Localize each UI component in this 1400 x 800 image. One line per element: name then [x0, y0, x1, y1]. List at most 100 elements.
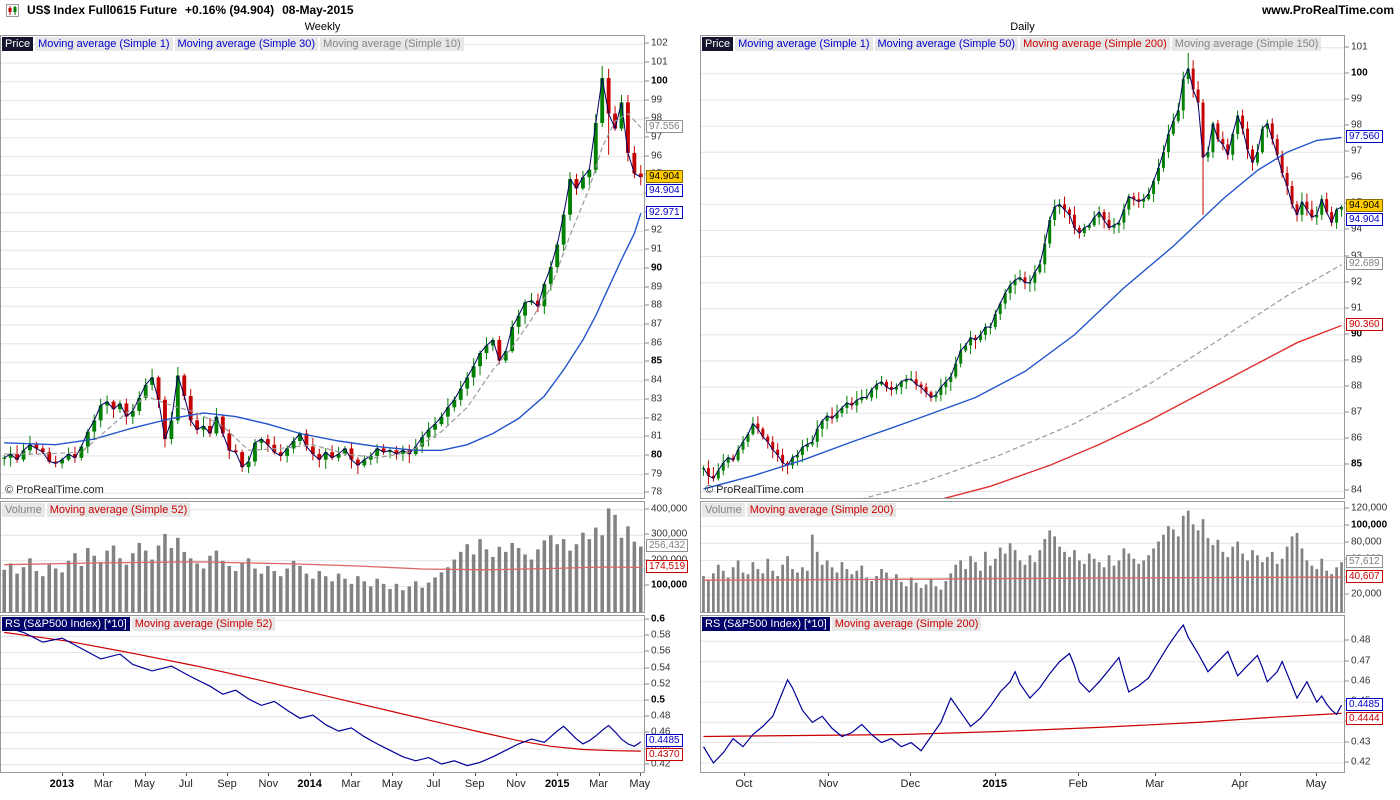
legend-price[interactable]: Price [2, 37, 34, 51]
x-tick-label: Oct [735, 778, 753, 790]
daily-price-plot[interactable] [701, 36, 1344, 498]
y-tick-label: 0.43 [1351, 736, 1371, 748]
y-tick-mark [645, 304, 649, 306]
y-tick-mark [645, 229, 649, 231]
y-tick-mark [645, 533, 649, 535]
y-tick-mark [645, 360, 649, 362]
y-tick-mark [645, 650, 649, 652]
y-tick-mark [1345, 489, 1349, 491]
weekly-rs-pane[interactable]: RS (S&P500 Index) [*10] Moving average (… [0, 615, 645, 773]
daily-price-pane[interactable]: Price Moving average (Simple 1) Moving a… [700, 35, 1345, 499]
legend-rs[interactable]: RS (S&P500 Index) [*10] [2, 617, 130, 631]
legend-ma-simple-1[interactable]: Moving average (Simple 1) [35, 37, 173, 51]
y-tick-mark [645, 618, 649, 620]
daily-volume-plot[interactable] [701, 502, 1344, 612]
weekly_rs-rs-ma-52 [4, 631, 641, 752]
y-tick-label: 100,000 [1351, 519, 1388, 531]
y-tick-mark [1345, 333, 1349, 335]
x-tick-label: May [629, 778, 651, 790]
weekly_rs-grid [1, 619, 644, 766]
y-tick-mark [1345, 72, 1349, 74]
x-tick-mark [268, 773, 270, 776]
y-tick-label: 97 [651, 131, 663, 143]
x-tick-mark [144, 773, 146, 776]
y-tick-label: 88 [1351, 380, 1363, 392]
weekly-price-pane[interactable]: Price Moving average (Simple 1) Moving a… [0, 35, 645, 499]
prorealtime-link[interactable]: www.ProRealTime.com [1261, 3, 1394, 17]
legend-rs-ma-52[interactable]: Moving average (Simple 52) [131, 617, 276, 631]
weekly-price-plot[interactable] [1, 36, 644, 498]
legend-ma-simple-50[interactable]: Moving average (Simple 50) [874, 37, 1019, 51]
x-tick-label: May [1305, 778, 1327, 790]
daily-rs-plot[interactable] [701, 616, 1344, 772]
y-tick-label: 88 [651, 299, 663, 311]
legend-price[interactable]: Price [702, 37, 734, 51]
y-tick-mark [1345, 437, 1349, 439]
legend-ma-simple-30[interactable]: Moving average (Simple 30) [174, 37, 319, 51]
y-tick-mark [645, 747, 649, 749]
y-tick-mark [645, 248, 649, 250]
x-tick-label: May [134, 778, 155, 790]
weekly-volume-yaxis[interactable]: 100,000 200,000 300,000 400,000 256,432 174,5… [645, 501, 700, 613]
x-tick-label: Mar [589, 778, 609, 790]
daily-rs-pane[interactable]: RS (S&P500 Index) [*10] Moving average (… [700, 615, 1345, 773]
legend-volume[interactable]: Volume [702, 503, 745, 517]
x-tick-label: May [381, 778, 403, 790]
daily-time-axis[interactable]: Oct Nov Dec 2015 Feb Mar Apr May [700, 773, 1345, 795]
y-tick-mark [645, 683, 649, 685]
daily_rs-rs-ma-200 [703, 712, 1342, 738]
x-tick-mark [828, 773, 830, 776]
daily-price-legend: Price Moving average (Simple 1) Moving a… [702, 37, 1322, 51]
legend-ma-simple-150[interactable]: Moving average (Simple 150) [1171, 37, 1322, 51]
y-tick-label: 400,000 [651, 503, 688, 515]
y-tick-label: 80 [651, 449, 663, 461]
axis-badge: 0.4485 [646, 734, 683, 748]
legend-ma-simple-200[interactable]: Moving average (Simple 200) [1020, 37, 1170, 51]
y-tick-label: 0.48 [651, 710, 671, 722]
daily_rs-rs-line [702, 623, 1343, 764]
legend-volume-ma-52[interactable]: Moving average (Simple 52) [46, 503, 191, 517]
y-tick-label: 85 [651, 355, 663, 367]
y-tick-mark [645, 699, 649, 701]
y-tick-mark [645, 80, 649, 82]
legend-rs[interactable]: RS (S&P500 Index) [*10] [702, 617, 830, 631]
y-tick-label: 120,000 [1351, 502, 1388, 514]
x-tick-mark [103, 773, 105, 776]
x-tick-label: Mar [1145, 778, 1165, 790]
legend-volume-ma-200[interactable]: Moving average (Simple 200) [746, 503, 897, 517]
y-tick-mark [645, 559, 649, 561]
legend-ma-simple-10[interactable]: Moving average (Simple 10) [320, 37, 464, 51]
x-tick-label: Jul [426, 778, 441, 790]
weekly-volume-plot[interactable] [1, 502, 644, 612]
weekly_volume-bars [2, 508, 643, 612]
weekly-volume-pane[interactable]: Volume Moving average (Simple 52) [0, 501, 645, 613]
y-tick-mark [645, 99, 649, 101]
daily_price-candles [701, 52, 1344, 485]
daily-volume-pane[interactable]: Volume Moving average (Simple 200) [700, 501, 1345, 613]
x-tick-label: Mar [93, 778, 113, 790]
daily-price-yaxis[interactable]: 8485868788899091929394959697989910010197… [1345, 35, 1400, 499]
legend-rs-ma-200[interactable]: Moving average (Simple 200) [831, 617, 982, 631]
y-tick-label: 99 [651, 94, 663, 106]
y-tick-label: 96 [651, 150, 663, 162]
y-tick-mark [645, 117, 649, 119]
weekly_price-close-line [3, 78, 642, 468]
daily-volume-yaxis[interactable]: 20,00040,00060,00080,000100,000120,00057… [1345, 501, 1400, 613]
x-tick-label: 2014 [297, 778, 322, 790]
axis-badge: 0.4444 [1346, 711, 1383, 725]
daily_price-close-line [703, 67, 1342, 480]
legend-volume[interactable]: Volume [2, 503, 45, 517]
legend-ma-simple-1[interactable]: Moving average (Simple 1) [735, 37, 873, 51]
y-tick-label: 0.6 [651, 613, 665, 625]
y-tick-label: 94 [1351, 223, 1363, 235]
axis-badge: 94.904 [1346, 199, 1383, 213]
weekly-rs-plot[interactable] [1, 616, 644, 772]
x-tick-label: 2013 [49, 778, 75, 790]
weekly-rs-yaxis[interactable]: 0.42 0.44 0.46 0.48 0.5 0.52 0.54 0.56 0.58 0.6 0.… [645, 613, 700, 773]
y-tick-label: 83 [651, 393, 663, 405]
instrument-icon [6, 3, 19, 17]
weekly-time-axis[interactable]: 2013 Mar May Jul Sep Nov 2014 Mar May Jul Sep Nov 20… [0, 773, 650, 795]
x-tick-mark [639, 773, 641, 776]
weekly-price-yaxis[interactable]: 7879808182838485868788899091929394959697… [645, 35, 700, 499]
